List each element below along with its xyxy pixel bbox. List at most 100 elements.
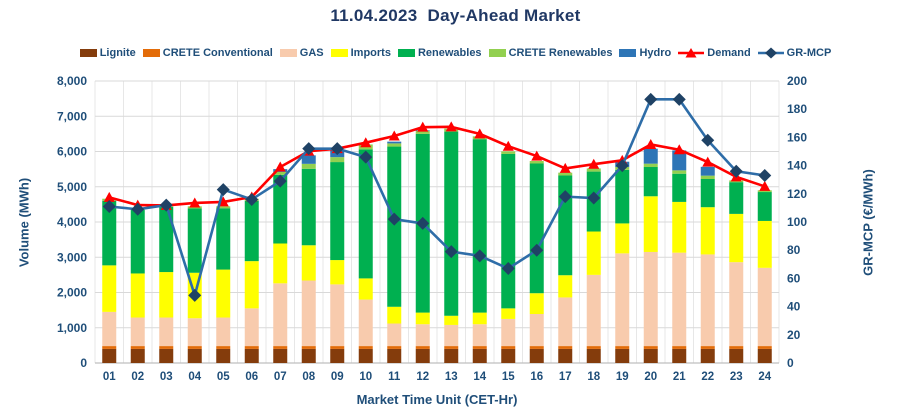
bar-segment-imports-h21 bbox=[672, 201, 687, 253]
bar-segment-imports-h24 bbox=[757, 220, 772, 268]
bar-segment-renewables-h11 bbox=[387, 146, 402, 307]
bar-segment-hydro-h11 bbox=[387, 141, 402, 144]
gr-mcp-marker-h14 bbox=[473, 249, 487, 263]
bar-segment-gas-h05 bbox=[216, 317, 231, 347]
bar-segment-gas-h22 bbox=[700, 254, 715, 347]
bar-segment-lignite-h18 bbox=[586, 348, 601, 363]
bar-segment-lignite-h24 bbox=[757, 348, 772, 363]
x-axis-tick: 18 bbox=[587, 371, 600, 383]
lignite-swatch-icon bbox=[79, 49, 97, 57]
bar-segment-lignite-h04 bbox=[187, 348, 202, 363]
y-axis-tick-left: 6,000 bbox=[57, 145, 87, 159]
bar-segment-renewables-h01 bbox=[102, 200, 117, 266]
legend-item-gas: GAS bbox=[279, 47, 324, 59]
bar-segment-crete-conventional-h14 bbox=[472, 346, 487, 349]
bar-segment-renewables-h17 bbox=[558, 175, 573, 276]
bar-segment-gas-h24 bbox=[757, 267, 772, 347]
x-axis-tick: 20 bbox=[644, 371, 657, 383]
crete-conventional-swatch-icon bbox=[142, 49, 160, 57]
x-axis-tick: 16 bbox=[530, 371, 543, 383]
legend-item-renewables: Renewables bbox=[397, 47, 482, 59]
gr-mcp-marker-h09 bbox=[330, 142, 344, 156]
bar-segment-lignite-h05 bbox=[216, 348, 231, 363]
bar-segment-renewables-h02 bbox=[130, 210, 145, 274]
demand-line bbox=[107, 125, 767, 207]
y-axis-tick-left: 0 bbox=[80, 356, 87, 370]
bar-segment-renewables-h19 bbox=[615, 169, 630, 224]
demand-marker-h17 bbox=[559, 162, 571, 173]
legend-label-crete-conventional: CRETE Conventional bbox=[162, 47, 273, 59]
bar-segment-lignite-h12 bbox=[415, 348, 430, 363]
bar-segment-crete-conventional-h20 bbox=[643, 346, 658, 349]
bar-segment-imports-h12 bbox=[415, 312, 430, 325]
bar-segment-renewables-h06 bbox=[244, 200, 259, 262]
x-axis-tick: 09 bbox=[331, 371, 344, 383]
gas-swatch-icon bbox=[279, 49, 297, 57]
bar-segment-lignite-h17 bbox=[558, 348, 573, 363]
bar-segment-gas-h14 bbox=[472, 324, 487, 347]
legend-item-hydro: Hydro bbox=[619, 47, 671, 59]
bar-segment-renewables-h13 bbox=[444, 131, 459, 316]
bar-segment-lignite-h08 bbox=[301, 348, 316, 363]
y-axis-tick-right: 60 bbox=[787, 271, 801, 285]
bar-segment-crete-renewables-h22 bbox=[700, 175, 715, 179]
demand-marker-h10 bbox=[360, 137, 372, 148]
gr-mcp-marker-h08 bbox=[302, 142, 316, 156]
bar-segment-imports-h08 bbox=[301, 245, 316, 281]
bar-segment-hydro-h20 bbox=[643, 148, 658, 164]
demand-marker-h24 bbox=[759, 180, 771, 191]
bar-segment-hydro-h22 bbox=[700, 166, 715, 176]
bar-segment-imports-h03 bbox=[159, 272, 174, 318]
demand-line-marker-icon bbox=[678, 48, 705, 58]
bar-segment-gas-h13 bbox=[444, 324, 459, 347]
y-axis-tick-right: 140 bbox=[787, 159, 807, 173]
bar-segment-hydro-h08 bbox=[301, 155, 316, 164]
legend-item-imports: Imports bbox=[330, 47, 391, 59]
x-axis-title: Market Time Unit (CET-Hr) bbox=[356, 392, 518, 407]
demand-marker-h11 bbox=[388, 130, 400, 141]
gr-mcp-marker-h17 bbox=[558, 190, 572, 204]
bar-segment-lignite-h20 bbox=[643, 348, 658, 363]
y-axis-tick-right: 40 bbox=[787, 300, 801, 314]
bar-segment-imports-h19 bbox=[615, 223, 630, 254]
bar-segment-crete-conventional-h04 bbox=[187, 346, 202, 349]
legend-item-gr-mcp: GR-MCP bbox=[757, 47, 831, 59]
x-axis-tick: 02 bbox=[131, 371, 144, 383]
demand-marker-h21 bbox=[673, 144, 685, 155]
bar-segment-crete-conventional-h13 bbox=[444, 346, 459, 349]
bar-segment-crete-conventional-h12 bbox=[415, 346, 430, 349]
bar-segment-lignite-h15 bbox=[501, 348, 516, 363]
bar-segment-imports-h02 bbox=[130, 273, 145, 318]
demand-marker-h13 bbox=[445, 121, 457, 132]
bar-segment-gas-h16 bbox=[529, 314, 544, 347]
bar-segment-lignite-h16 bbox=[529, 348, 544, 363]
legend-item-lignite: Lignite bbox=[79, 47, 136, 59]
demand-marker-h01 bbox=[103, 191, 115, 202]
x-axis-tick: 06 bbox=[245, 371, 258, 383]
bar-segment-crete-renewables-h05 bbox=[216, 206, 231, 209]
bar-segment-crete-conventional-h23 bbox=[729, 346, 744, 349]
bar-segment-renewables-h20 bbox=[643, 167, 658, 197]
bar-segment-crete-conventional-h11 bbox=[387, 346, 402, 349]
legend-item-crete-renewables: CRETE Renewables bbox=[488, 47, 612, 59]
bar-segment-lignite-h01 bbox=[102, 348, 117, 363]
gr-mcp-marker-h15 bbox=[501, 262, 515, 276]
bar-segment-crete-conventional-h09 bbox=[330, 346, 345, 349]
bar-segment-lignite-h22 bbox=[700, 348, 715, 363]
gr-mcp-marker-h10 bbox=[359, 150, 373, 164]
legend-label-hydro: Hydro bbox=[639, 47, 672, 59]
bar-segment-lignite-h03 bbox=[159, 348, 174, 363]
y-axis-title-left: Volume (MWh) bbox=[16, 177, 32, 268]
y-axis-tick-right: 160 bbox=[787, 130, 807, 144]
bar-segment-crete-renewables-h17 bbox=[558, 172, 573, 176]
x-axis-tick: 14 bbox=[473, 371, 486, 383]
x-axis-tick: 07 bbox=[274, 371, 287, 383]
bar-segment-crete-conventional-h02 bbox=[130, 346, 145, 349]
bar-segment-crete-renewables-h16 bbox=[529, 161, 544, 164]
legend-label-renewables: Renewables bbox=[417, 47, 482, 59]
bar-segment-renewables-h22 bbox=[700, 178, 715, 208]
bar-segment-crete-renewables-h18 bbox=[586, 168, 601, 172]
bar-segment-imports-h01 bbox=[102, 265, 117, 312]
bar-segment-gas-h08 bbox=[301, 280, 316, 347]
bar-segment-imports-h15 bbox=[501, 308, 516, 319]
